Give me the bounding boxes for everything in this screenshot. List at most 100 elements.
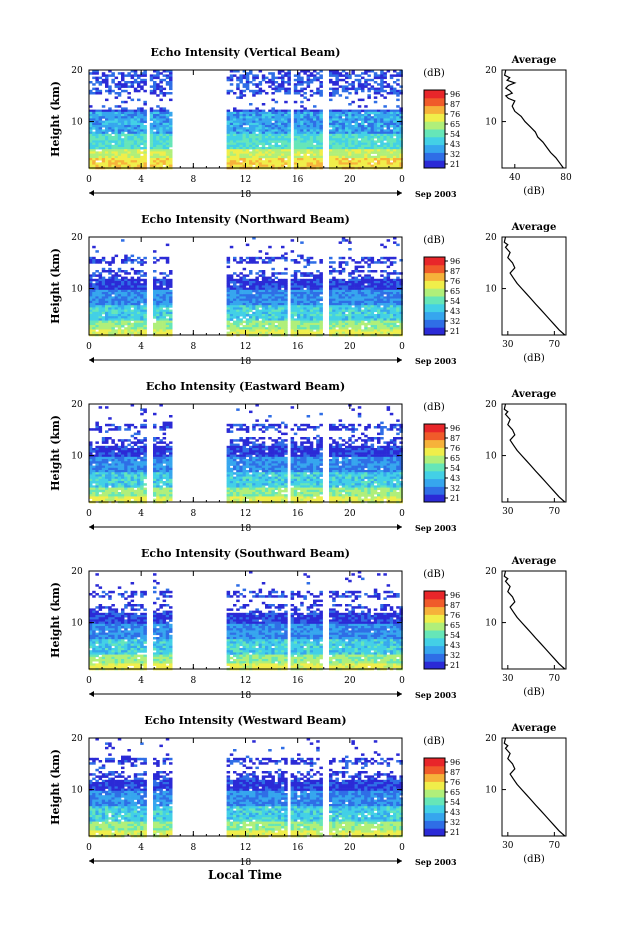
heatmap-cell (265, 114, 269, 117)
heatmap-cell (236, 122, 240, 126)
heatmap-cell (114, 274, 119, 277)
heatmap-cell (386, 151, 391, 154)
heatmap-cell (309, 142, 314, 146)
heatmap-cell (281, 70, 285, 73)
heatmap-cell (274, 155, 279, 159)
heatmap-cell (137, 116, 141, 119)
heatmap-cell (133, 81, 138, 84)
heatmap-cell (335, 78, 339, 82)
heatmap-cell (117, 133, 122, 137)
heatmap-cell (300, 136, 304, 139)
heatmap-cell (268, 283, 272, 286)
heatmap-cell (290, 298, 295, 302)
heatmap-cell (380, 300, 384, 304)
heatmap-cell (117, 329, 122, 332)
heatmap-cell (133, 289, 138, 293)
heatmap-cell (101, 327, 106, 330)
heatmap-cell (383, 76, 387, 80)
heatmap-cell (95, 298, 99, 302)
heatmap-cell (370, 85, 375, 88)
heatmap-cell (329, 289, 333, 293)
heatmap-cell (393, 329, 397, 332)
heatmap-cell (105, 151, 109, 154)
heatmap-cell (370, 314, 375, 317)
heatmap-cell (364, 298, 368, 302)
heatmap-cell (98, 259, 103, 262)
heatmap-cell (319, 153, 323, 157)
heatmap-cell (242, 142, 247, 146)
heatmap-cell (341, 127, 346, 130)
heatmap-cell (281, 116, 285, 119)
heatmap-cell (153, 287, 157, 291)
heatmap-cell (105, 305, 109, 308)
heatmap-cell (373, 327, 378, 330)
heatmap-cell (233, 289, 237, 293)
heatmap-cell (124, 138, 128, 141)
heatmap-cell (297, 74, 301, 77)
heatmap-cell (351, 162, 355, 165)
heatmap-cell (92, 138, 96, 141)
heatmap-cell (386, 116, 391, 119)
heatmap-cell (268, 309, 272, 313)
heatmap-cell (303, 296, 307, 299)
heatmap-cell (156, 149, 160, 152)
heatmap-cell (233, 309, 237, 313)
heatmap-cell (306, 83, 311, 86)
heatmap-cell (114, 254, 119, 258)
heatmap-cell (156, 320, 160, 324)
heatmap-cell (108, 331, 112, 335)
heatmap-cell (364, 311, 368, 315)
heatmap-cell (249, 151, 253, 154)
heatmap-cell (364, 322, 368, 326)
heatmap-cell (156, 309, 160, 313)
heatmap-cell (242, 129, 247, 132)
heatmap-cell (92, 151, 96, 154)
heatmap-cell (281, 151, 285, 154)
heatmap-cell (293, 122, 298, 126)
heatmap-cell (309, 298, 314, 302)
heatmap-cell (268, 138, 272, 141)
heatmap-cell (377, 76, 381, 80)
heatmap-cell (361, 331, 365, 335)
heatmap-cell (101, 259, 106, 262)
heatmap-cell (303, 298, 307, 302)
heatmap-cell (229, 307, 234, 310)
heatmap-cell (156, 327, 160, 330)
heatmap-cell (309, 109, 314, 113)
heatmap-cell (357, 125, 362, 128)
heatmap-cell (329, 320, 333, 324)
heatmap-cell (92, 322, 96, 326)
heatmap-cell (345, 289, 349, 293)
heatmap-cell (297, 160, 301, 163)
heatmap-cell (143, 111, 147, 115)
heatmap-cell (89, 298, 93, 302)
heatmap-cell (121, 298, 125, 302)
heatmap-cell (338, 318, 343, 321)
heatmap-cell (271, 311, 275, 315)
heatmap-cell (111, 109, 115, 113)
heatmap-cell (348, 292, 352, 295)
heatmap-cell (121, 149, 125, 152)
heatmap-cell (153, 92, 157, 95)
heatmap-cell (377, 327, 381, 330)
heatmap-cell (268, 151, 272, 154)
heatmap-cell (165, 309, 170, 313)
heatmap-cell (127, 278, 131, 282)
heatmap-cell (361, 322, 365, 326)
heatmap-cell (95, 316, 99, 319)
heatmap-cell (271, 118, 275, 121)
heatmap-cell (277, 256, 282, 260)
heatmap-cell (277, 76, 282, 80)
heatmap-cell (130, 131, 135, 135)
heatmap-cell (351, 287, 355, 291)
heatmap-cell (332, 81, 336, 84)
heatmap-cell (373, 283, 378, 286)
heatmap-cell (239, 138, 243, 141)
heatmap-cell (265, 261, 269, 264)
heatmap-cell (386, 274, 391, 277)
heatmap-cell (364, 287, 368, 291)
heatmap-cell (364, 118, 368, 121)
heatmap-cell (383, 142, 387, 146)
heatmap-cell (226, 303, 231, 306)
heatmap-cell (316, 320, 320, 324)
